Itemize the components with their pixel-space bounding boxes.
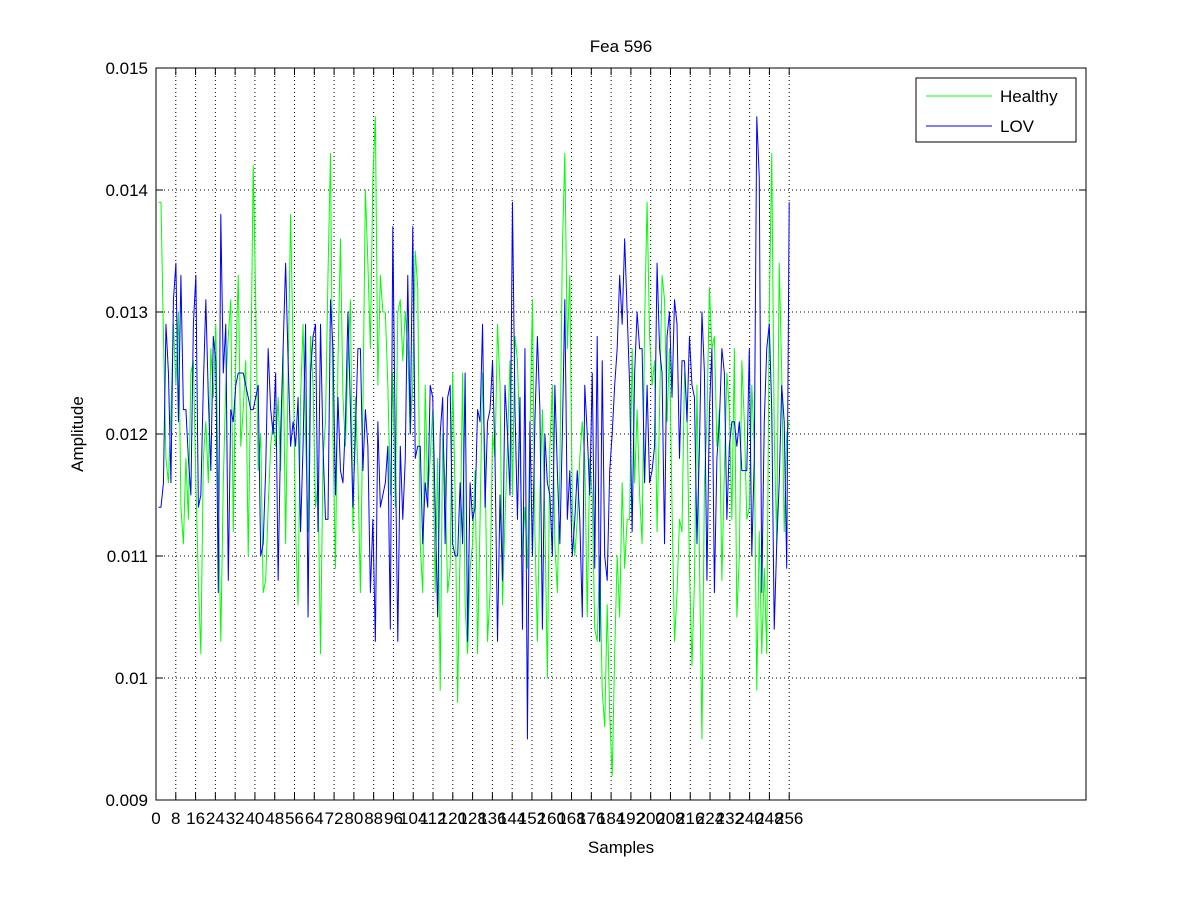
y-tick-label: 0.014 <box>105 181 148 200</box>
x-tick-label: 160 <box>538 809 566 828</box>
legend-label-lov: LOV <box>1000 117 1035 136</box>
legend: Healthy LOV <box>915 77 1077 143</box>
x-tick-label: 40 <box>245 809 264 828</box>
x-tick-label: 152 <box>518 809 546 828</box>
x-tick-label: 128 <box>458 809 486 828</box>
x-tick-label: 24 <box>206 809 225 828</box>
x-tick-label: 248 <box>755 809 783 828</box>
x-tick-label: 184 <box>597 809 625 828</box>
x-axis-label: Samples <box>588 838 654 857</box>
chart-title: Fea 596 <box>590 37 652 56</box>
series-layer <box>158 116 790 777</box>
x-tick-label: 256 <box>775 809 803 828</box>
x-tick-label: 96 <box>384 809 403 828</box>
y-tick-label: 0.012 <box>105 425 148 444</box>
x-tick-label: 240 <box>735 809 763 828</box>
legend-box <box>915 77 1077 143</box>
x-tick-label: 32 <box>226 809 245 828</box>
series-line-healthy <box>158 116 790 777</box>
x-tick-label: 56 <box>285 809 304 828</box>
x-tick-label: 216 <box>676 809 704 828</box>
x-tick-label: 88 <box>364 809 383 828</box>
x-tick-label: 120 <box>439 809 467 828</box>
x-tick-label: 176 <box>577 809 605 828</box>
legend-label-healthy: Healthy <box>1000 87 1058 106</box>
y-tick-label: 0.013 <box>105 303 148 322</box>
x-tick-label: 136 <box>478 809 506 828</box>
x-tick-label: 144 <box>498 809 526 828</box>
x-tick-label: 208 <box>656 809 684 828</box>
x-tick-label: 64 <box>305 809 324 828</box>
x-axis: 0 8 16 24 32 40 48 56 64 72 80 88 961041121201281361… <box>151 68 803 828</box>
y-tick-label: 0.011 <box>107 547 148 566</box>
x-tick-label: 104 <box>399 809 427 828</box>
x-tick-label: 200 <box>636 809 664 828</box>
x-tick-label: 48 <box>265 809 284 828</box>
x-tick-label: 168 <box>557 809 585 828</box>
y-axis-label: Amplitude <box>68 396 87 472</box>
y-tick-label: 0.015 <box>105 59 148 78</box>
x-tick-label: 232 <box>716 809 744 828</box>
x-tick-label: 224 <box>696 809 724 828</box>
x-tick-label: 72 <box>325 809 344 828</box>
x-tick-label: 112 <box>419 809 446 828</box>
x-tick-label: 8 <box>171 809 180 828</box>
x-tick-label: 16 <box>186 809 205 828</box>
y-tick-label: 0.009 <box>105 791 148 810</box>
x-tick-label: 80 <box>344 809 363 828</box>
series-line-lov <box>158 116 790 740</box>
x-tick-label: 0 <box>151 809 160 828</box>
y-axis: 0.009 0.01 0.011 0.012 0.013 0.014 0.015 <box>105 59 1086 810</box>
x-tick-label: 192 <box>617 809 645 828</box>
y-tick-label: 0.01 <box>115 669 148 688</box>
